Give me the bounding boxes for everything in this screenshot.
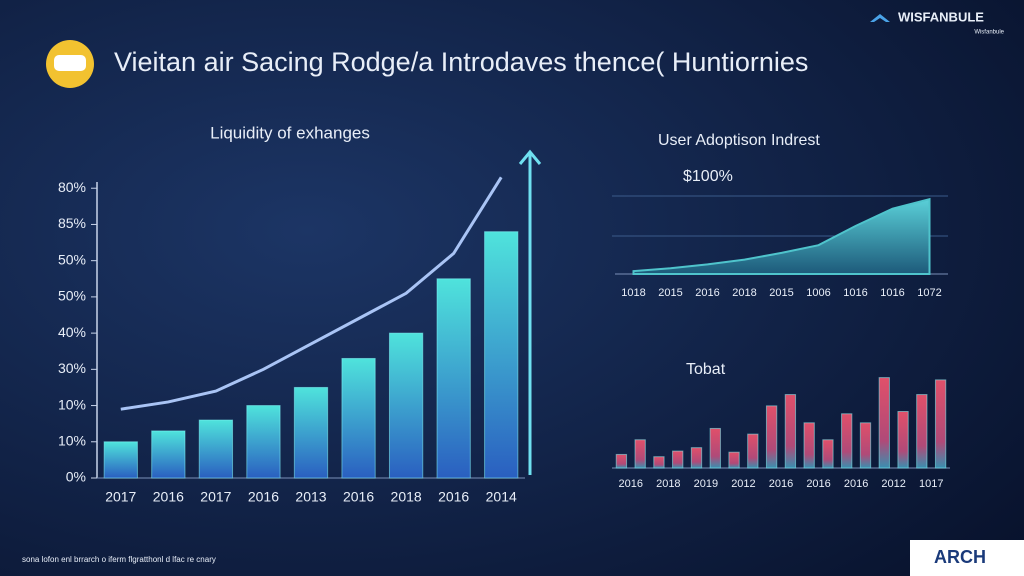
bar [293,386,329,479]
x-tick-label: 2016 [438,489,469,505]
brand-icon [870,14,890,22]
bar [198,419,234,479]
bar [436,278,471,479]
y-tick-label: 85% [58,215,86,231]
y-tick-label: 10% [58,432,86,448]
x-tick-label: 2013 [295,489,326,505]
y-tick-label: 40% [58,324,86,340]
bar [747,433,759,469]
x-tick-label: 2017 [200,489,231,505]
x-tick-label: 2016 [806,478,830,490]
x-tick-label: 1016 [880,287,904,299]
x-tick-label: 2012 [731,478,755,490]
y-tick-label: 10% [58,396,86,412]
x-tick-label: 2017 [105,489,136,505]
arrow [518,149,542,475]
x-tick-label: 2016 [248,489,279,505]
page-title: Vieitan air Sacing Rodge/a Introdaves th… [114,47,808,77]
bar [246,405,281,479]
x-tick-label: 2015 [658,287,682,299]
bar [765,405,778,469]
x-tick-label: 2018 [732,287,756,299]
chart-title: User Adoptison Indrest [658,132,820,149]
x-tick-label: 1072 [917,287,941,299]
x-tick-label: 2018 [656,478,680,490]
y-tick-label: 30% [58,360,86,376]
x-tick-label: 2016 [619,478,643,490]
brand-sub: Wisfanbule [974,30,1004,36]
bar [615,453,628,469]
x-tick-label: 2016 [343,489,374,505]
x-tick-label: 2018 [391,489,422,505]
annotation: $100% [683,168,733,185]
y-tick-label: 0% [66,469,86,485]
bar [784,394,797,469]
bar [388,332,424,479]
bar [484,231,519,479]
x-tick-label: 1017 [919,478,943,490]
bar [822,439,834,469]
bar [634,439,646,469]
bar [709,427,721,469]
bar [841,413,853,469]
x-tick-label: 2016 [695,287,719,299]
line [120,176,503,411]
area [632,197,931,275]
x-tick-label: 2016 [844,478,868,490]
bar [341,357,376,479]
x-tick-label: 1016 [843,287,867,299]
bar [151,430,186,479]
x-tick-label: 2012 [881,478,905,490]
x-tick-label: 2016 [153,489,184,505]
chart-title: Tobat [686,361,726,378]
x-tick-label: 1006 [806,287,830,299]
bar [803,422,815,469]
chart-title: Liquidity of exhanges [210,123,370,142]
bar [897,411,909,469]
bar [859,422,872,469]
footnote: sona lofon enl brrarch o iferm flgrattho… [22,555,216,564]
footer-brand: ARCH [934,547,986,567]
y-tick-label: 50% [58,288,86,304]
bar [103,441,138,479]
bar [878,377,890,469]
bar [728,451,740,469]
bar [690,447,703,469]
y-tick-label: 80% [58,179,86,195]
x-tick-label: 2015 [769,287,793,299]
logo-icon-mask [54,55,86,71]
bar [934,379,947,469]
x-tick-label: 2019 [694,478,718,490]
bar [653,456,665,469]
bar [916,394,928,469]
bar [672,450,684,469]
footer-badge [910,540,1024,576]
x-tick-label: 1018 [621,287,645,299]
y-tick-label: 50% [58,251,86,267]
x-tick-label: 2014 [486,489,517,505]
x-tick-label: 2016 [769,478,793,490]
brand-name: WISFANBULE [898,9,984,24]
